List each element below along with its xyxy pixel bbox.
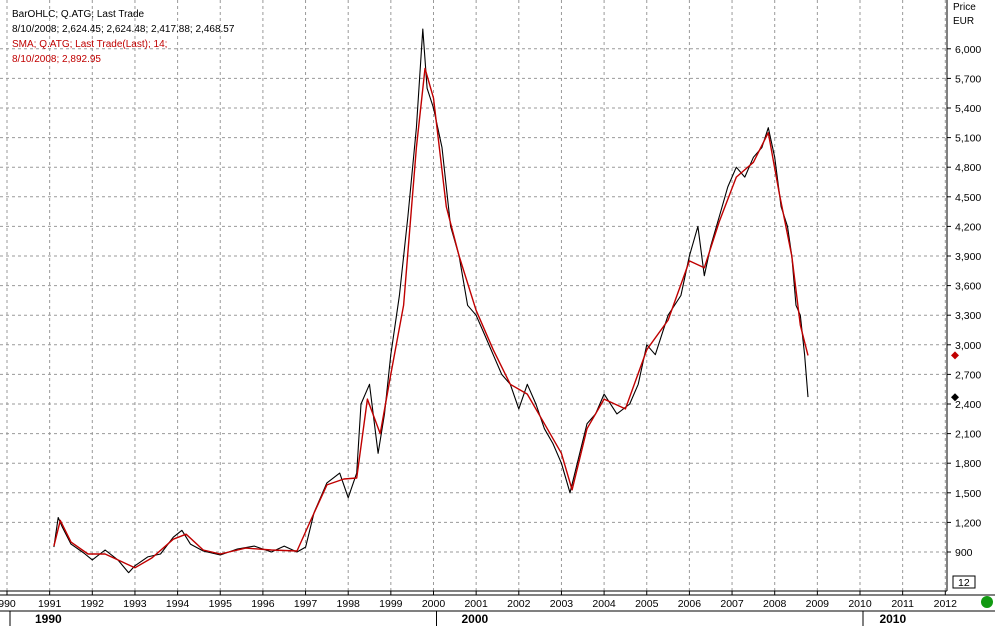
axis-bottom-box	[952, 575, 976, 589]
y-tick-label: 1,800	[955, 458, 981, 470]
axis-bottom-value: 12	[958, 577, 970, 589]
chart-gridlines	[0, 0, 947, 591]
last-value-markers	[951, 351, 959, 402]
x-tick-label: 990	[0, 598, 16, 610]
x-tick-label: 1995	[209, 598, 233, 610]
decade-label: 1990	[35, 612, 62, 626]
y-tick-label: 900	[955, 547, 973, 559]
decade-label: 2010	[879, 612, 906, 626]
x-tick-label: 2009	[806, 598, 830, 610]
currency-label: EUR	[953, 16, 975, 27]
x-tick-label: 2006	[678, 598, 702, 610]
y-tick-label: 4,200	[955, 221, 981, 233]
x-tick-label: 1997	[294, 598, 318, 610]
price-last-value-marker	[951, 393, 959, 402]
connection-status-indicator[interactable]	[981, 596, 993, 608]
x-tick-label: 2005	[635, 598, 659, 610]
x-tick-label: 1999	[379, 598, 403, 610]
price-axis-title: Price	[953, 2, 976, 13]
x-tick-label: 1996	[251, 598, 275, 610]
y-tick-label: 2,400	[955, 399, 981, 411]
x-tick-label: 1998	[337, 598, 361, 610]
y-axis-ticks: 900 1,200 1,500 1,800 2,100 2,400 2,700 3,000 3,…	[947, 44, 981, 589]
y-tick-label: 3,900	[955, 251, 981, 263]
x-tick-label: 2008	[763, 598, 787, 610]
x-tick-label: 2010	[848, 598, 872, 610]
x-tick-label: 2000	[422, 598, 446, 610]
x-tick-label: 2004	[592, 598, 616, 610]
y-tick-label: 5,400	[955, 103, 981, 115]
x-tick-label: 1992	[81, 598, 105, 610]
x-tick-label: 2003	[550, 598, 574, 610]
sma-last-value-marker	[951, 351, 959, 360]
x-tick-label: 2011	[891, 598, 914, 610]
x-tick-label: 1994	[166, 598, 190, 610]
x-tick-label: 1993	[123, 598, 147, 610]
x-tick-label: 2012	[934, 598, 958, 610]
sma-line	[53, 67, 809, 569]
y-tick-label: 5,100	[955, 133, 981, 145]
y-tick-label: 4,500	[955, 192, 981, 204]
chart-frame	[0, 0, 995, 612]
ohlc-values: 8/10/2008; 2,624.45; 2,624.48; 2,417.88;…	[12, 24, 235, 35]
y-tick-label: 3,300	[955, 310, 981, 322]
y-tick-label: 4,800	[955, 162, 981, 174]
y-tick-label: 1,200	[955, 517, 981, 529]
sma-value: 8/10/2008; 2,892.95	[12, 54, 101, 65]
y-tick-label: 3,000	[955, 340, 981, 352]
x-tick-label: 2001	[464, 598, 488, 610]
y-tick-label: 1,500	[955, 488, 981, 500]
series-title: BarOHLC; Q.ATG; Last Trade	[12, 9, 145, 20]
y-tick-label: 6,000	[955, 44, 981, 56]
sma-title: SMA; Q.ATG; Last Trade(Last); 14;	[12, 39, 168, 50]
y-tick-label: 5,700	[955, 73, 981, 85]
y-tick-label: 2,700	[955, 369, 981, 381]
x-tick-label: 2007	[720, 598, 744, 610]
x-tick-label: 1991	[38, 598, 62, 610]
y-tick-label: 3,600	[955, 281, 981, 293]
decade-label: 2000	[461, 612, 488, 626]
chart-series	[53, 28, 809, 574]
x-tick-label: 2002	[507, 598, 531, 610]
price-line	[53, 28, 809, 574]
x-axis-ticks: 990 1991 1992 1993 1994 1995 1996 1997 1998 1999 2…	[0, 591, 957, 626]
y-tick-label: 2,100	[955, 429, 981, 441]
